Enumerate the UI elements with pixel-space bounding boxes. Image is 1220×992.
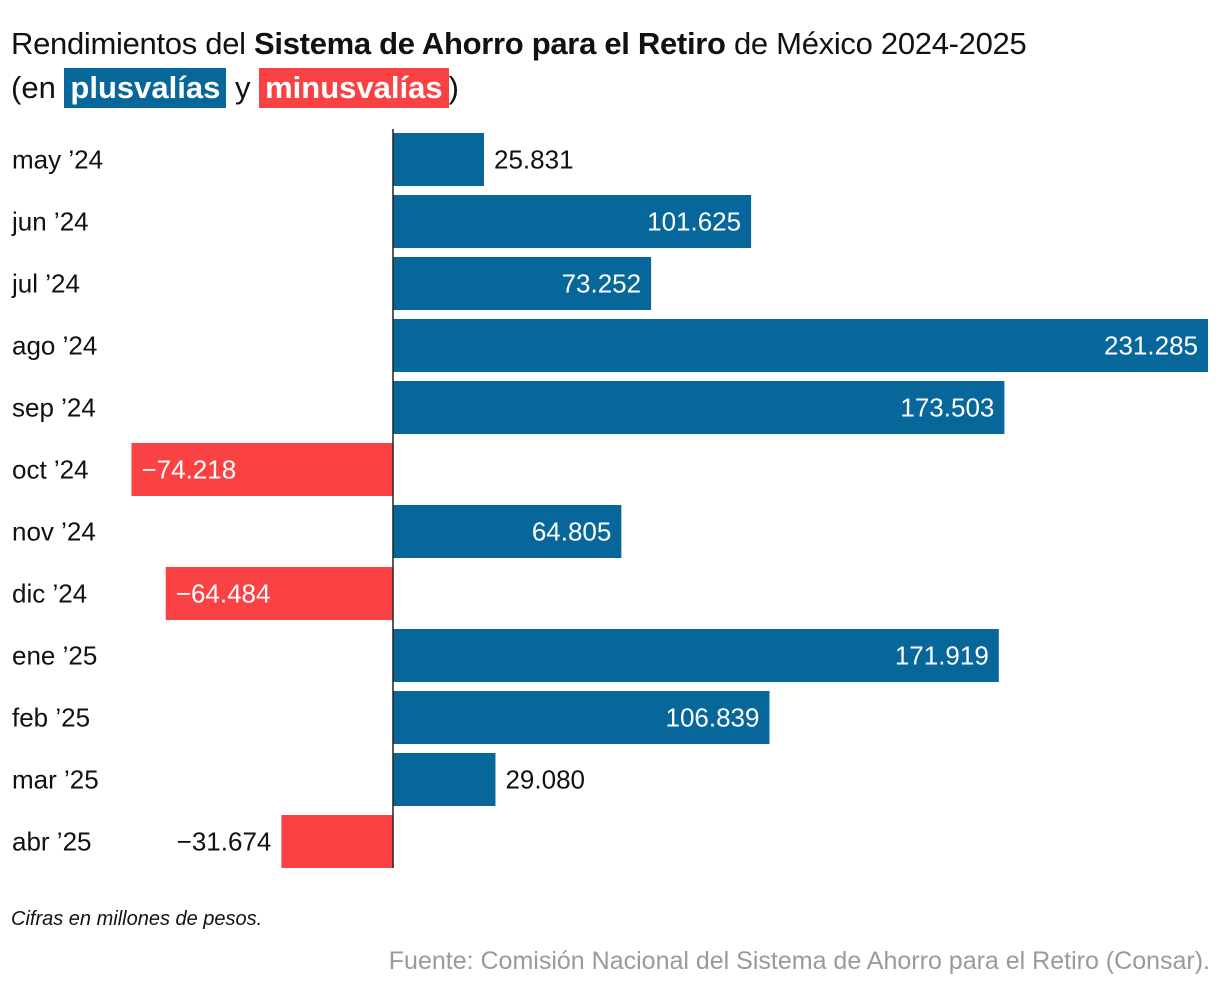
category-label: jun ’24 xyxy=(11,207,89,237)
title-bold: Sistema de Ahorro para el Retiro xyxy=(254,26,726,61)
bar xyxy=(131,443,393,496)
category-label: ago ’24 xyxy=(12,331,97,361)
bar xyxy=(393,505,622,558)
legend-negative-chip: minusvalías xyxy=(259,68,449,108)
category-label: oct ’24 xyxy=(12,455,89,485)
value-label: 231.285 xyxy=(1104,331,1198,361)
value-label: −31.674 xyxy=(177,827,272,857)
bar xyxy=(393,691,770,744)
source-note: Fuente: Comisión Nacional del Sistema de… xyxy=(388,947,1210,975)
category-label: jul ’24 xyxy=(11,269,80,299)
value-label: 173.503 xyxy=(900,393,994,423)
bar xyxy=(281,815,393,868)
category-label: abr ’25 xyxy=(12,827,92,857)
subtitle-open: (en xyxy=(11,70,65,105)
title-suffix: de México 2024-2025 xyxy=(725,26,1027,61)
value-label: −74.218 xyxy=(141,455,236,485)
bar xyxy=(393,381,1005,434)
bar xyxy=(393,753,496,806)
chart-subtitle: (en plusvalías y minusvalías) xyxy=(11,66,459,110)
subtitle-close: ) xyxy=(448,70,459,105)
category-label: sep ’24 xyxy=(12,393,96,423)
value-label: 171.919 xyxy=(895,641,989,671)
category-label: feb ’25 xyxy=(12,703,90,733)
bar xyxy=(393,257,652,310)
category-label: may ’24 xyxy=(12,145,103,175)
category-label: nov ’24 xyxy=(12,517,96,547)
category-label: mar ’25 xyxy=(12,765,99,795)
value-label: 29.080 xyxy=(505,765,585,795)
value-label: 64.805 xyxy=(532,517,612,547)
bar xyxy=(165,567,393,620)
bar xyxy=(393,629,999,682)
bar xyxy=(393,195,752,248)
value-label: 106.839 xyxy=(665,703,759,733)
value-label: 25.831 xyxy=(494,145,574,175)
units-note: Cifras en millones de pesos. xyxy=(11,908,263,930)
bar-chart: may ’24 25.831 jun ’24 101.625 jul ’24 73.252… xyxy=(11,129,1208,868)
category-label: dic ’24 xyxy=(12,579,87,609)
legend-positive-chip: plusvalías xyxy=(64,68,227,108)
bar xyxy=(393,319,1208,372)
value-label: −64.484 xyxy=(176,579,271,609)
chart-title: Rendimientos del Sistema de Ahorro para … xyxy=(11,22,1027,66)
subtitle-connector: y xyxy=(226,70,260,105)
title-prefix: Rendimientos del xyxy=(11,26,255,61)
bar xyxy=(393,133,485,186)
category-label: ene ’25 xyxy=(12,641,97,671)
value-label: 73.252 xyxy=(562,269,642,299)
value-label: 101.625 xyxy=(647,207,741,237)
